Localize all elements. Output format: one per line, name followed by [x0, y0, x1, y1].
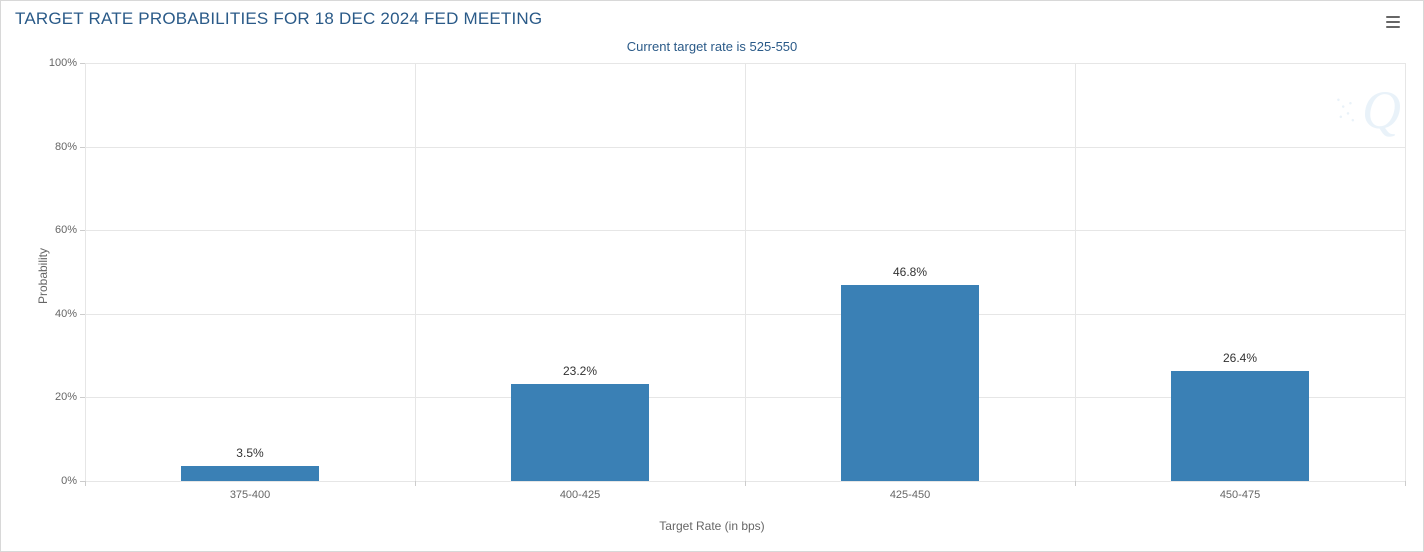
gridline-v [745, 63, 746, 481]
hamburger-icon [1386, 16, 1400, 18]
bar-value-label: 26.4% [1223, 351, 1257, 371]
x-tick-label: 400-425 [560, 481, 600, 501]
chart-menu-button[interactable] [1381, 11, 1405, 33]
x-axis-title: Target Rate (in bps) [1, 519, 1423, 533]
x-tick-label: 425-450 [890, 481, 930, 501]
gridline-v [415, 63, 416, 481]
chart-subtitle: Current target rate is 525-550 [1, 39, 1423, 54]
gridline-v [1075, 63, 1076, 481]
title-bar: TARGET RATE PROBABILITIES FOR 18 DEC 202… [15, 9, 1409, 33]
bar[interactable]: 3.5% [181, 466, 320, 481]
x-tick-label: 450-475 [1220, 481, 1260, 501]
bar-value-label: 3.5% [236, 446, 263, 466]
chart-title: TARGET RATE PROBABILITIES FOR 18 DEC 202… [15, 9, 542, 28]
gridline-v [85, 63, 86, 481]
x-tick-label: 375-400 [230, 481, 270, 501]
chart-container: TARGET RATE PROBABILITIES FOR 18 DEC 202… [0, 0, 1424, 552]
plot-area: 0%20%40%60%80%100%375-4003.5%400-42523.2… [85, 63, 1405, 481]
bar-value-label: 23.2% [563, 364, 597, 384]
y-axis-title: Probability [36, 248, 50, 304]
bar[interactable]: 23.2% [511, 384, 650, 481]
bar-value-label: 46.8% [893, 265, 927, 285]
gridline-v [1405, 63, 1406, 481]
bar[interactable]: 26.4% [1171, 371, 1310, 481]
bar[interactable]: 46.8% [841, 285, 980, 481]
